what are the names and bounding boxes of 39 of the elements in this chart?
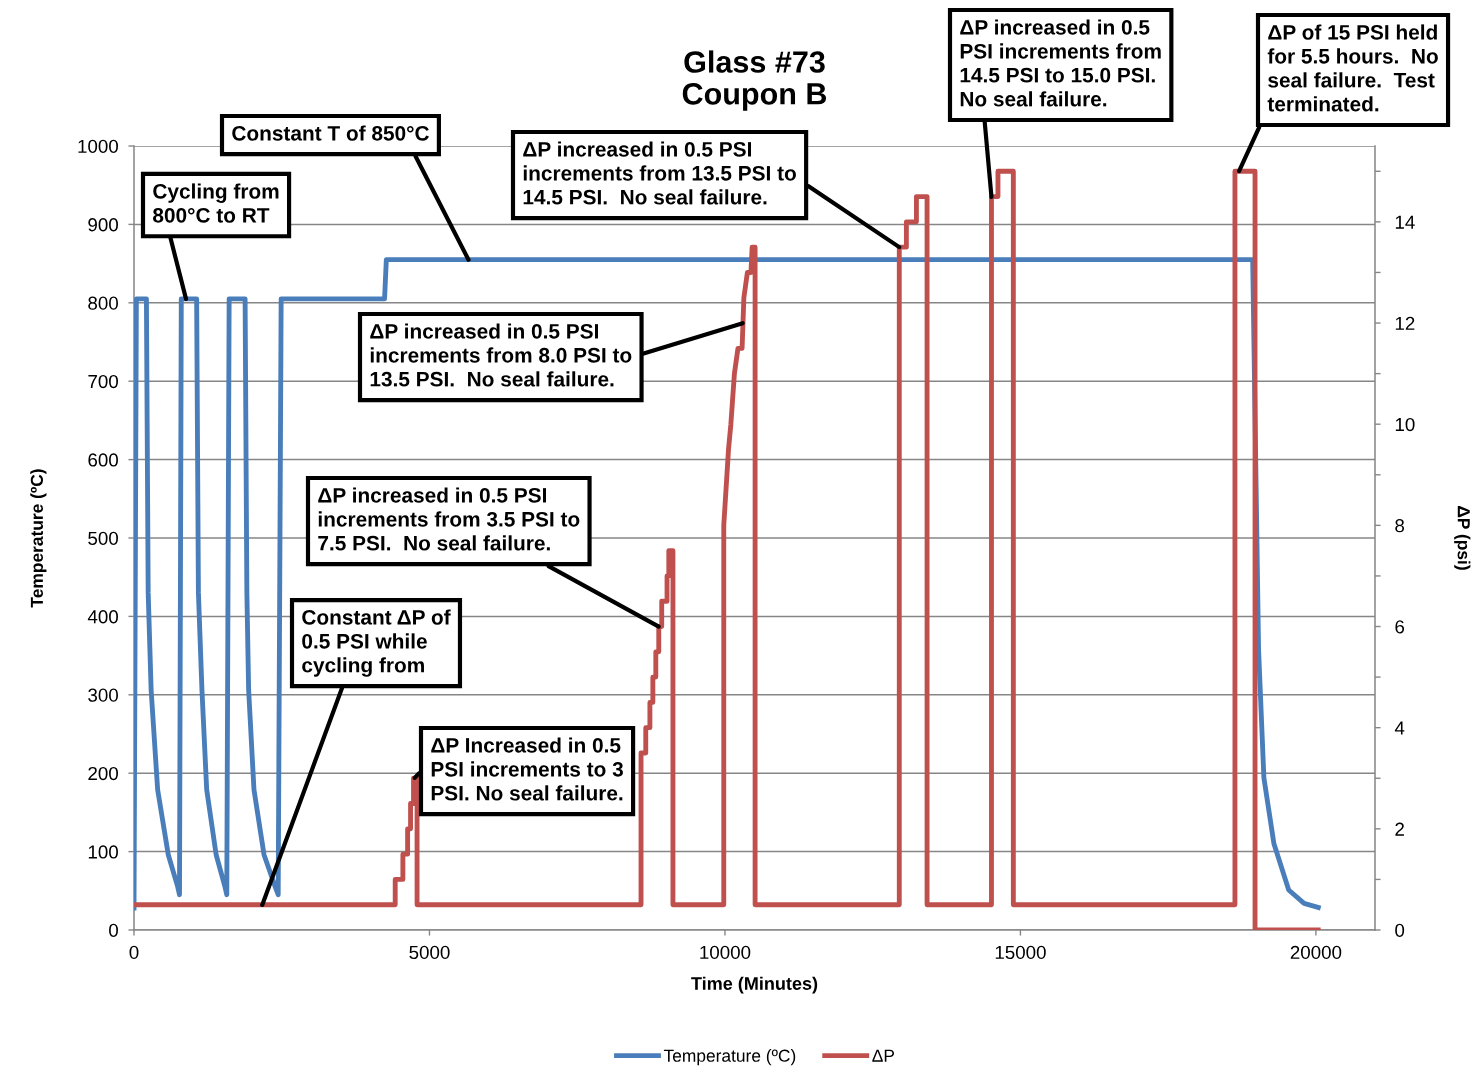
annotation: ΔP increased in 0.5 PSI increments from 3.5 PSI to 7.5 PSI. No seal failure. (318, 487, 580, 551)
y2-axis-title: ΔP (psi) (1454, 506, 1471, 570)
annotation: Constant ΔP of 0.5 PSI while cycling from (302, 609, 451, 677)
y-tick-label: 300 (88, 688, 118, 702)
y2-tick-label: 12 (1395, 316, 1415, 330)
y-tick-label: 600 (88, 453, 118, 467)
x-tick-label: 0 (129, 945, 139, 960)
y2-tick-label: 2 (1395, 822, 1404, 836)
annotation: Cycling from 800°C to RT (153, 183, 279, 223)
annotation: ΔP of 15 PSI held for 5.5 hours. No seal failure. Test terminated. (1267, 24, 1438, 112)
annotation: ΔP increased in 0.5 PSI increments from 13.5 PSI to 14.5 PSI. No seal failure. (523, 141, 796, 205)
y-tick-label: 800 (88, 296, 118, 310)
y-axis-title: Temperature (ºC) (30, 469, 47, 608)
y2-tick-label: 6 (1395, 620, 1405, 634)
y-tick-label: 700 (88, 374, 118, 389)
annotation: ΔP Increased in 0.5 PSI increments to 3 PSI. No seal failure. (431, 737, 623, 801)
y-tick-label: 1000 (78, 139, 118, 153)
y-tick-label: 100 (88, 845, 118, 859)
chart-title: Glass #73 Coupon B (682, 50, 827, 111)
legend-label: Temperature (ºC) (663, 1049, 796, 1066)
x-tick-label: 20000 (1290, 945, 1342, 960)
y2-tick-label: 14 (1395, 215, 1415, 229)
x-axis-title: Time (Minutes) (691, 976, 818, 994)
y-tick-label: 0 (109, 923, 118, 937)
y-tick-label: 400 (87, 610, 118, 624)
x-tick-label: 15000 (995, 945, 1046, 960)
annotation: Constant T of 850°C (232, 125, 429, 141)
y-tick-label: 200 (88, 766, 118, 781)
y-tick-label: 900 (88, 218, 118, 232)
x-tick-label: 10000 (700, 945, 751, 960)
y2-tick-label: 0 (1395, 923, 1405, 937)
annotation: ΔP increased in 0.5 PSI increments from 8.0 PSI to 13.5 PSI. No seal failure. (370, 323, 632, 387)
x-tick-label: 5000 (409, 945, 450, 960)
y2-tick-label: 10 (1395, 417, 1415, 432)
y2-tick-label: 8 (1395, 519, 1405, 533)
legend-label: ΔP (872, 1049, 895, 1062)
y2-tick-label: 4 (1394, 721, 1405, 735)
annotation: ΔP increased in 0.5 PSI increments from 14.5 PSI to 15.0 PSI. No seal failure. (960, 19, 1161, 107)
y-tick-label: 500 (88, 531, 118, 545)
